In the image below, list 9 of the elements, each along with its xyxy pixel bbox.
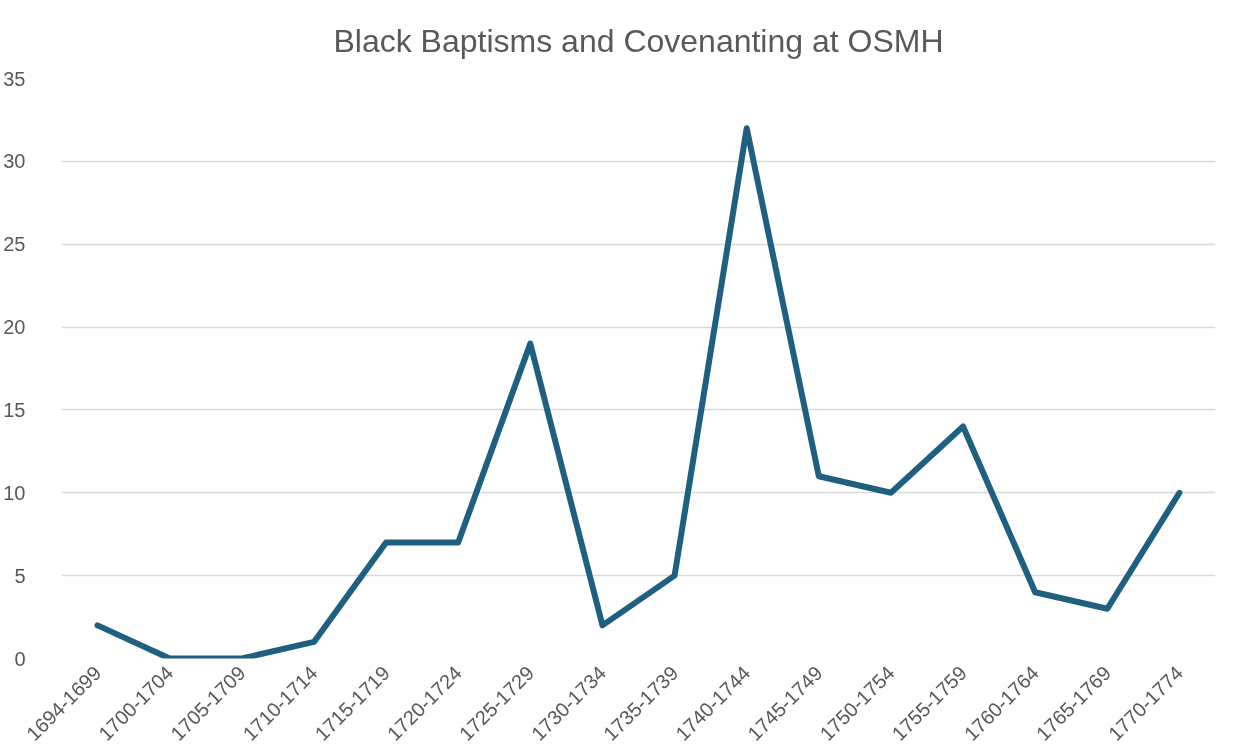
- y-tick-label: 30: [3, 150, 26, 173]
- chart-title: Black Baptisms and Covenanting at OSMH: [333, 22, 944, 59]
- y-tick-label: 35: [3, 67, 26, 90]
- y-tick-label: 15: [3, 398, 26, 421]
- y-tick-label: 10: [3, 481, 26, 504]
- y-tick-label: 5: [14, 564, 26, 587]
- y-tick-label: 25: [3, 233, 26, 256]
- y-tick-label: 20: [3, 316, 26, 339]
- y-tick-label: 0: [14, 647, 26, 670]
